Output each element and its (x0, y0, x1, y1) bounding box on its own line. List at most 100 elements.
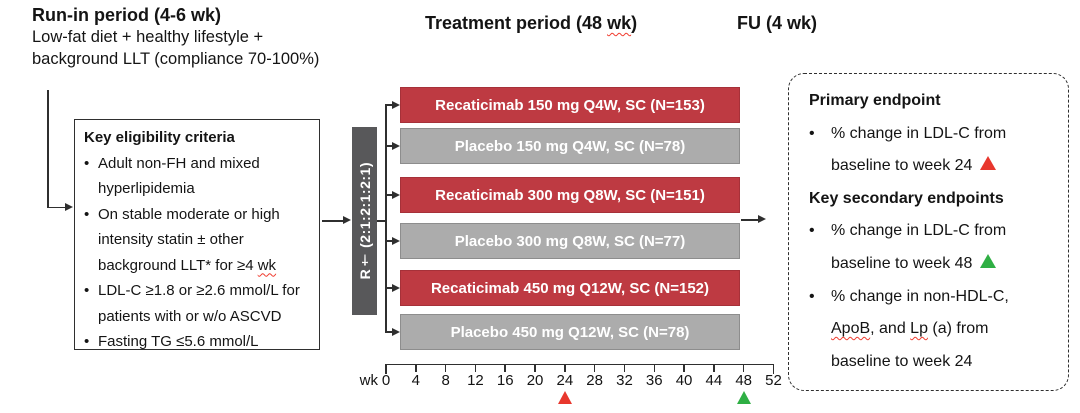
week-axis-line (386, 363, 774, 365)
run-in-description-line2: background LLT (compliance 70-100%) (32, 49, 320, 68)
axis-tick-mark (385, 363, 387, 374)
misspelled-word: wk (257, 256, 277, 274)
red-triangle-icon (980, 156, 997, 171)
endpoint-item: •% change in LDL-C from (809, 215, 1062, 248)
axis-tick-label: 0 (381, 372, 391, 389)
eligibility-item-continuation: patients with or w/o ASCVD (98, 307, 282, 325)
eligibility-title: Key eligibility criteria (84, 129, 235, 146)
arm-bar-placebo-300: Placebo 300 mg Q8W, SC (N=77) (400, 223, 740, 259)
axis-tick-mark (593, 363, 596, 372)
bullet-icon: • (809, 222, 815, 240)
eligibility-item: • On stable moderate or high (84, 202, 315, 228)
misspelled-word: Lp (910, 320, 928, 338)
randomization-box: R† (2:1:2:1:2:1) (352, 127, 377, 315)
eligibility-item: • Fasting TG ≤5.6 mmol/L (84, 329, 315, 355)
week-48-green-triangle-icon (736, 391, 751, 404)
axis-tick-label: 28 (586, 372, 603, 389)
eligibility-item-continuation: background LLT* for ≥4 wk (98, 256, 277, 274)
branch-trunk-line (385, 104, 387, 333)
secondary-endpoints-heading: Key secondary endpoints (809, 189, 1004, 207)
eligibility-to-randomization-arrowhead-icon (343, 216, 351, 225)
follow-up-title: FU (4 wk) (737, 13, 818, 33)
axis-tick-mark (623, 363, 626, 372)
axis-tick-label: 52 (765, 372, 782, 389)
arm-bar-recaticimab-300: Recaticimab 300 mg Q8W, SC (N=151) (400, 177, 740, 213)
misspelled-word: ApoB (831, 320, 871, 338)
branch-line (385, 331, 393, 333)
eligibility-item: • LDL-C ≥1.8 or ≥2.6 mmol/L for (84, 278, 315, 304)
endpoints-panel: Primary endpoint •% change in LDL-C from… (788, 73, 1069, 391)
arm-bar-placebo-450: Placebo 450 mg Q12W, SC (N=78) (400, 314, 740, 350)
axis-tick-label: 32 (616, 372, 633, 389)
randomization-label: R† (2:1:2:1:2:1) (356, 162, 373, 280)
axis-tick-mark (534, 363, 536, 372)
arms-to-endpoints-arrowhead-icon (758, 215, 766, 224)
run-in-arrowhead-icon (65, 202, 73, 211)
axis-tick-label: 8 (441, 372, 450, 389)
branch-arrowhead-icon (392, 141, 400, 150)
bullet-icon: • (809, 124, 815, 142)
arm-bar-recaticimab-450: Recaticimab 450 mg Q12W, SC (N=152) (400, 270, 740, 306)
branch-arrowhead-icon (392, 327, 400, 336)
primary-endpoint-heading: Primary endpoint (809, 92, 941, 109)
eligibility-criteria-box: Key eligibility criteria • Adult non-FH a… (74, 119, 320, 350)
endpoint-item-continuation: baseline to week 24 (809, 150, 1062, 183)
arm-bar-recaticimab-150: Recaticimab 150 mg Q4W, SC (N=153) (400, 87, 740, 123)
week-axis-unit-label: wk (359, 372, 378, 389)
eligibility-item: • Adult non-FH and mixed (84, 151, 315, 177)
eligibility-item-continuation: intensity statin ± other (98, 231, 244, 248)
arm-bar-placebo-150: Placebo 150 mg Q4W, SC (N=78) (400, 128, 740, 164)
bullet-icon: • (84, 205, 90, 223)
axis-tick-mark (653, 363, 656, 372)
axis-tick-mark (742, 363, 745, 372)
misspelled-word: wk (607, 13, 632, 33)
arms-to-endpoints-line (741, 219, 759, 221)
axis-tick-label: 12 (467, 372, 484, 389)
branch-line (385, 145, 393, 147)
bullet-icon: • (809, 287, 815, 305)
axis-tick-mark (415, 363, 417, 372)
bullet-icon: • (84, 333, 90, 350)
randomization-to-trunk-line (377, 220, 386, 222)
branch-line (385, 194, 393, 196)
run-in-connector-horizontal-line (47, 206, 66, 208)
axis-tick-mark (504, 363, 506, 372)
axis-tick-label: 24 (556, 372, 574, 389)
treatment-period-title: Treatment period (48 wk) (425, 13, 638, 33)
green-triangle-icon (980, 253, 997, 268)
branch-line (385, 104, 393, 106)
bullet-icon: • (84, 282, 90, 299)
branch-arrowhead-icon (392, 236, 400, 245)
branch-line (385, 240, 393, 242)
axis-tick-mark (713, 363, 715, 372)
axis-tick-label: 44 (705, 372, 723, 389)
branch-arrowhead-icon (392, 283, 400, 292)
eligibility-item-continuation: hyperlipidemia (98, 180, 195, 197)
eligibility-to-randomization-line (321, 220, 344, 222)
axis-tick-label: 36 (645, 372, 663, 389)
endpoint-item-continuation: baseline to week 24 (831, 352, 973, 370)
axis-tick-label: 40 (675, 372, 693, 389)
axis-tick-label: 16 (496, 372, 514, 389)
endpoint-item: •% change in LDL-C from (809, 118, 1062, 151)
endpoint-item: •% change in non-HDL-C, (809, 281, 1062, 314)
run-in-connector-vertical-line (47, 90, 49, 208)
branch-line (385, 287, 393, 289)
branch-arrowhead-icon (392, 190, 400, 199)
endpoint-item-continuation: baseline to week 48 (809, 248, 1062, 281)
endpoint-item-continuation: ApoB, and Lp (a) from (831, 320, 989, 338)
week-24-red-triangle-icon (557, 391, 572, 404)
axis-tick-mark (564, 363, 566, 372)
axis-tick-label: 20 (526, 372, 544, 389)
axis-tick-label: 48 (735, 372, 753, 389)
axis-tick-mark (683, 363, 685, 372)
run-in-description: Low-fat diet + healthy lifestyle + backg… (32, 27, 319, 70)
bullet-icon: • (84, 154, 90, 172)
run-in-description-line1: Low-fat diet + healthy lifestyle + (32, 28, 264, 46)
axis-tick-mark (444, 363, 447, 372)
branch-arrowhead-icon (392, 100, 400, 109)
axis-tick-mark (772, 363, 775, 374)
axis-tick-label: 4 (411, 372, 420, 389)
run-in-period-title: Run-in period (4-6 wk) (32, 5, 221, 25)
